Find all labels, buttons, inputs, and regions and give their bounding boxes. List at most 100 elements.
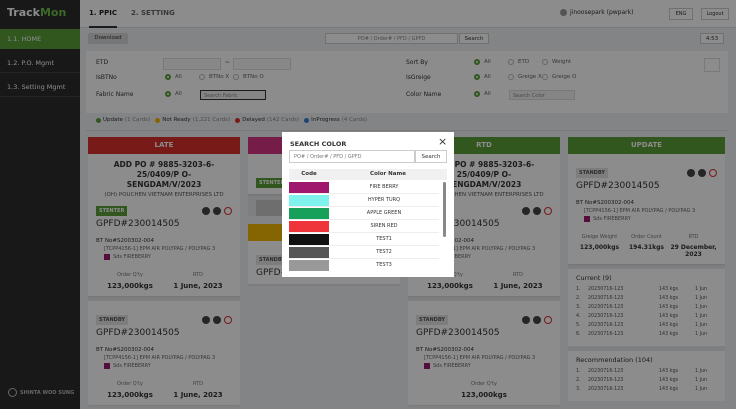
gpfd: GPFD#230014505 — [416, 328, 500, 338]
icon[interactable] — [533, 207, 541, 215]
icon[interactable] — [709, 169, 717, 177]
tab[interactable]: 1. PPIC — [89, 0, 117, 28]
radio-label: Greige X — [518, 74, 542, 80]
table-header-cell: Color Name — [370, 171, 406, 177]
icon[interactable] — [522, 207, 530, 215]
search-input[interactable]: PO# / Order# / PFD / GPFD — [325, 33, 458, 44]
close-button[interactable]: × — [438, 135, 448, 148]
icons — [199, 316, 232, 324]
search-button[interactable]: Search — [459, 33, 489, 44]
icon[interactable] — [544, 316, 552, 324]
color-code-swatch — [289, 207, 329, 219]
logout-button[interactable]: Logout — [701, 8, 729, 20]
stat-value: 123,000kgs — [107, 391, 153, 399]
list-cell: 143 kgs — [659, 305, 679, 310]
icon[interactable] — [522, 316, 530, 324]
radio-option[interactable]: BTNo O — [233, 74, 264, 80]
collapse-button[interactable] — [704, 58, 720, 72]
icon[interactable] — [202, 207, 210, 215]
list-row: 3. 20230716-123 143 kgs 1 Jun — [576, 305, 717, 314]
icon[interactable] — [213, 207, 221, 215]
icon[interactable] — [698, 169, 706, 177]
icon[interactable] — [544, 207, 552, 215]
radio-option[interactable]: All — [474, 91, 491, 97]
list-cell: 1 Jun — [695, 387, 708, 392]
icon[interactable] — [213, 316, 221, 324]
user-name: jinoosepark (pwpark) — [570, 9, 634, 16]
footer-text: SHINTA WOO SUNG — [20, 389, 75, 396]
item-desc: [TCPP4156-1] EPM AIR POLYPAG / POLYPAG 3 — [424, 246, 536, 252]
table-row[interactable]: HYPER TURQ — [289, 194, 439, 207]
card: STANDBY GPFD#230014505 BT No#S200302-004 [T… — [88, 301, 240, 405]
menu-item[interactable]: 1.2. P.O. Mgmt — [0, 53, 80, 73]
filter-label: IsBTNo — [96, 74, 117, 81]
table-row[interactable]: TEST2 — [289, 246, 439, 259]
filter-search-input[interactable]: Search Fabric — [200, 90, 266, 100]
icons — [519, 207, 552, 215]
icon[interactable] — [224, 316, 232, 324]
stats: Order Q'ty 123,000kgs — [416, 381, 552, 399]
filter-label: IsGreige — [406, 74, 431, 81]
stats: Greige Weight Order Count RTD 123,000kgs 194… — [576, 234, 717, 258]
icon[interactable] — [687, 169, 695, 177]
list-cell: 1. — [576, 369, 581, 374]
stat-label: Greige Weight — [581, 234, 618, 240]
list-cell: 143 kgs — [659, 323, 679, 328]
radio-option[interactable]: ETD — [508, 59, 529, 65]
card-customer: (OH) POUCHEN VIETNAM ENTERPRISES LTD — [104, 192, 224, 198]
icon[interactable] — [224, 207, 232, 215]
list-row: 1. 20230716-123 143 kgs 1 Jun — [576, 287, 717, 296]
radio-option[interactable]: All — [474, 74, 491, 80]
language-select[interactable]: ENG — [669, 8, 693, 20]
color-name: Sds FIREBERRY — [593, 216, 631, 222]
sidebar: TrackMon 1.1. HOME 1.2. P.O. Mgmt 1.3. Sett… — [0, 0, 80, 409]
stats: Order Q'ty RTD 123,000kgs 1 June, 2023 — [96, 272, 232, 290]
list-cell: 1 Jun — [695, 332, 708, 337]
modal-search-input[interactable]: PO# / Order# / PFD / GPFD — [289, 150, 415, 163]
radio — [508, 74, 514, 80]
timer: 4:53 — [700, 33, 724, 44]
radio-option[interactable]: Greige X — [508, 74, 542, 80]
menu-item[interactable]: 1.3. Setting Mgmt — [0, 77, 80, 97]
card-title: ADD PO # 9885-3203-6-25/0409/P O-SENGDAM… — [113, 160, 215, 189]
table-row[interactable]: TEST3 — [289, 259, 439, 271]
filter-label: Fabric Name — [96, 91, 134, 98]
list-row: 6. 20230716-123 143 kgs 1 Jun — [576, 332, 717, 341]
list-cell: 20230716-123 — [588, 296, 624, 301]
table-row[interactable]: TEST1 — [289, 233, 439, 246]
logo: TrackMon — [7, 6, 66, 19]
radio-option[interactable]: BTNo X — [199, 74, 229, 80]
stat-value: 123,000kgs — [461, 391, 507, 399]
radio — [474, 59, 480, 65]
gpfd: GPFD#230014505 — [96, 219, 180, 229]
table-row[interactable]: SIREN RED — [289, 220, 439, 233]
radio-option[interactable]: Greige O — [542, 74, 576, 80]
tab[interactable]: 2. SETTING — [131, 9, 175, 17]
logo-part: Track — [7, 6, 40, 19]
stat-label: Order Q'ty — [470, 381, 498, 387]
list-cell: 143 kgs — [659, 287, 679, 292]
table-row[interactable]: APPLE GREEN — [289, 207, 439, 220]
list-row: 5. 20230716-123 143 kgs 1 Jun — [576, 323, 717, 332]
list-cell: 20230716-123 — [588, 369, 624, 374]
radio-option[interactable]: All — [165, 74, 182, 80]
download-button[interactable]: Download — [88, 33, 128, 44]
radio-option[interactable]: All — [165, 91, 182, 97]
radio-option[interactable]: All — [474, 59, 491, 65]
radio — [508, 59, 514, 65]
color-name-cell: SIREN RED — [370, 223, 398, 229]
modal-search-button[interactable]: Search — [415, 150, 447, 163]
table-row[interactable]: FIRE BERRY — [289, 181, 439, 194]
status-badge: STENTER — [256, 178, 288, 188]
filter-search-input[interactable]: Search Color — [509, 90, 575, 100]
list-row: 2. 20230716-123 143 kgs 1 Jun — [576, 378, 717, 387]
menu-item[interactable]: 1.1. HOME — [0, 29, 80, 49]
stat-value: 194.31kgs — [628, 244, 664, 251]
color-name-cell: FIRE BERRY — [369, 184, 399, 190]
date-input[interactable] — [233, 58, 291, 70]
icon[interactable] — [533, 316, 541, 324]
icon[interactable] — [202, 316, 210, 324]
color-swatch — [104, 254, 110, 260]
radio-option[interactable]: Weight — [542, 59, 571, 65]
date-input[interactable] — [163, 58, 221, 70]
